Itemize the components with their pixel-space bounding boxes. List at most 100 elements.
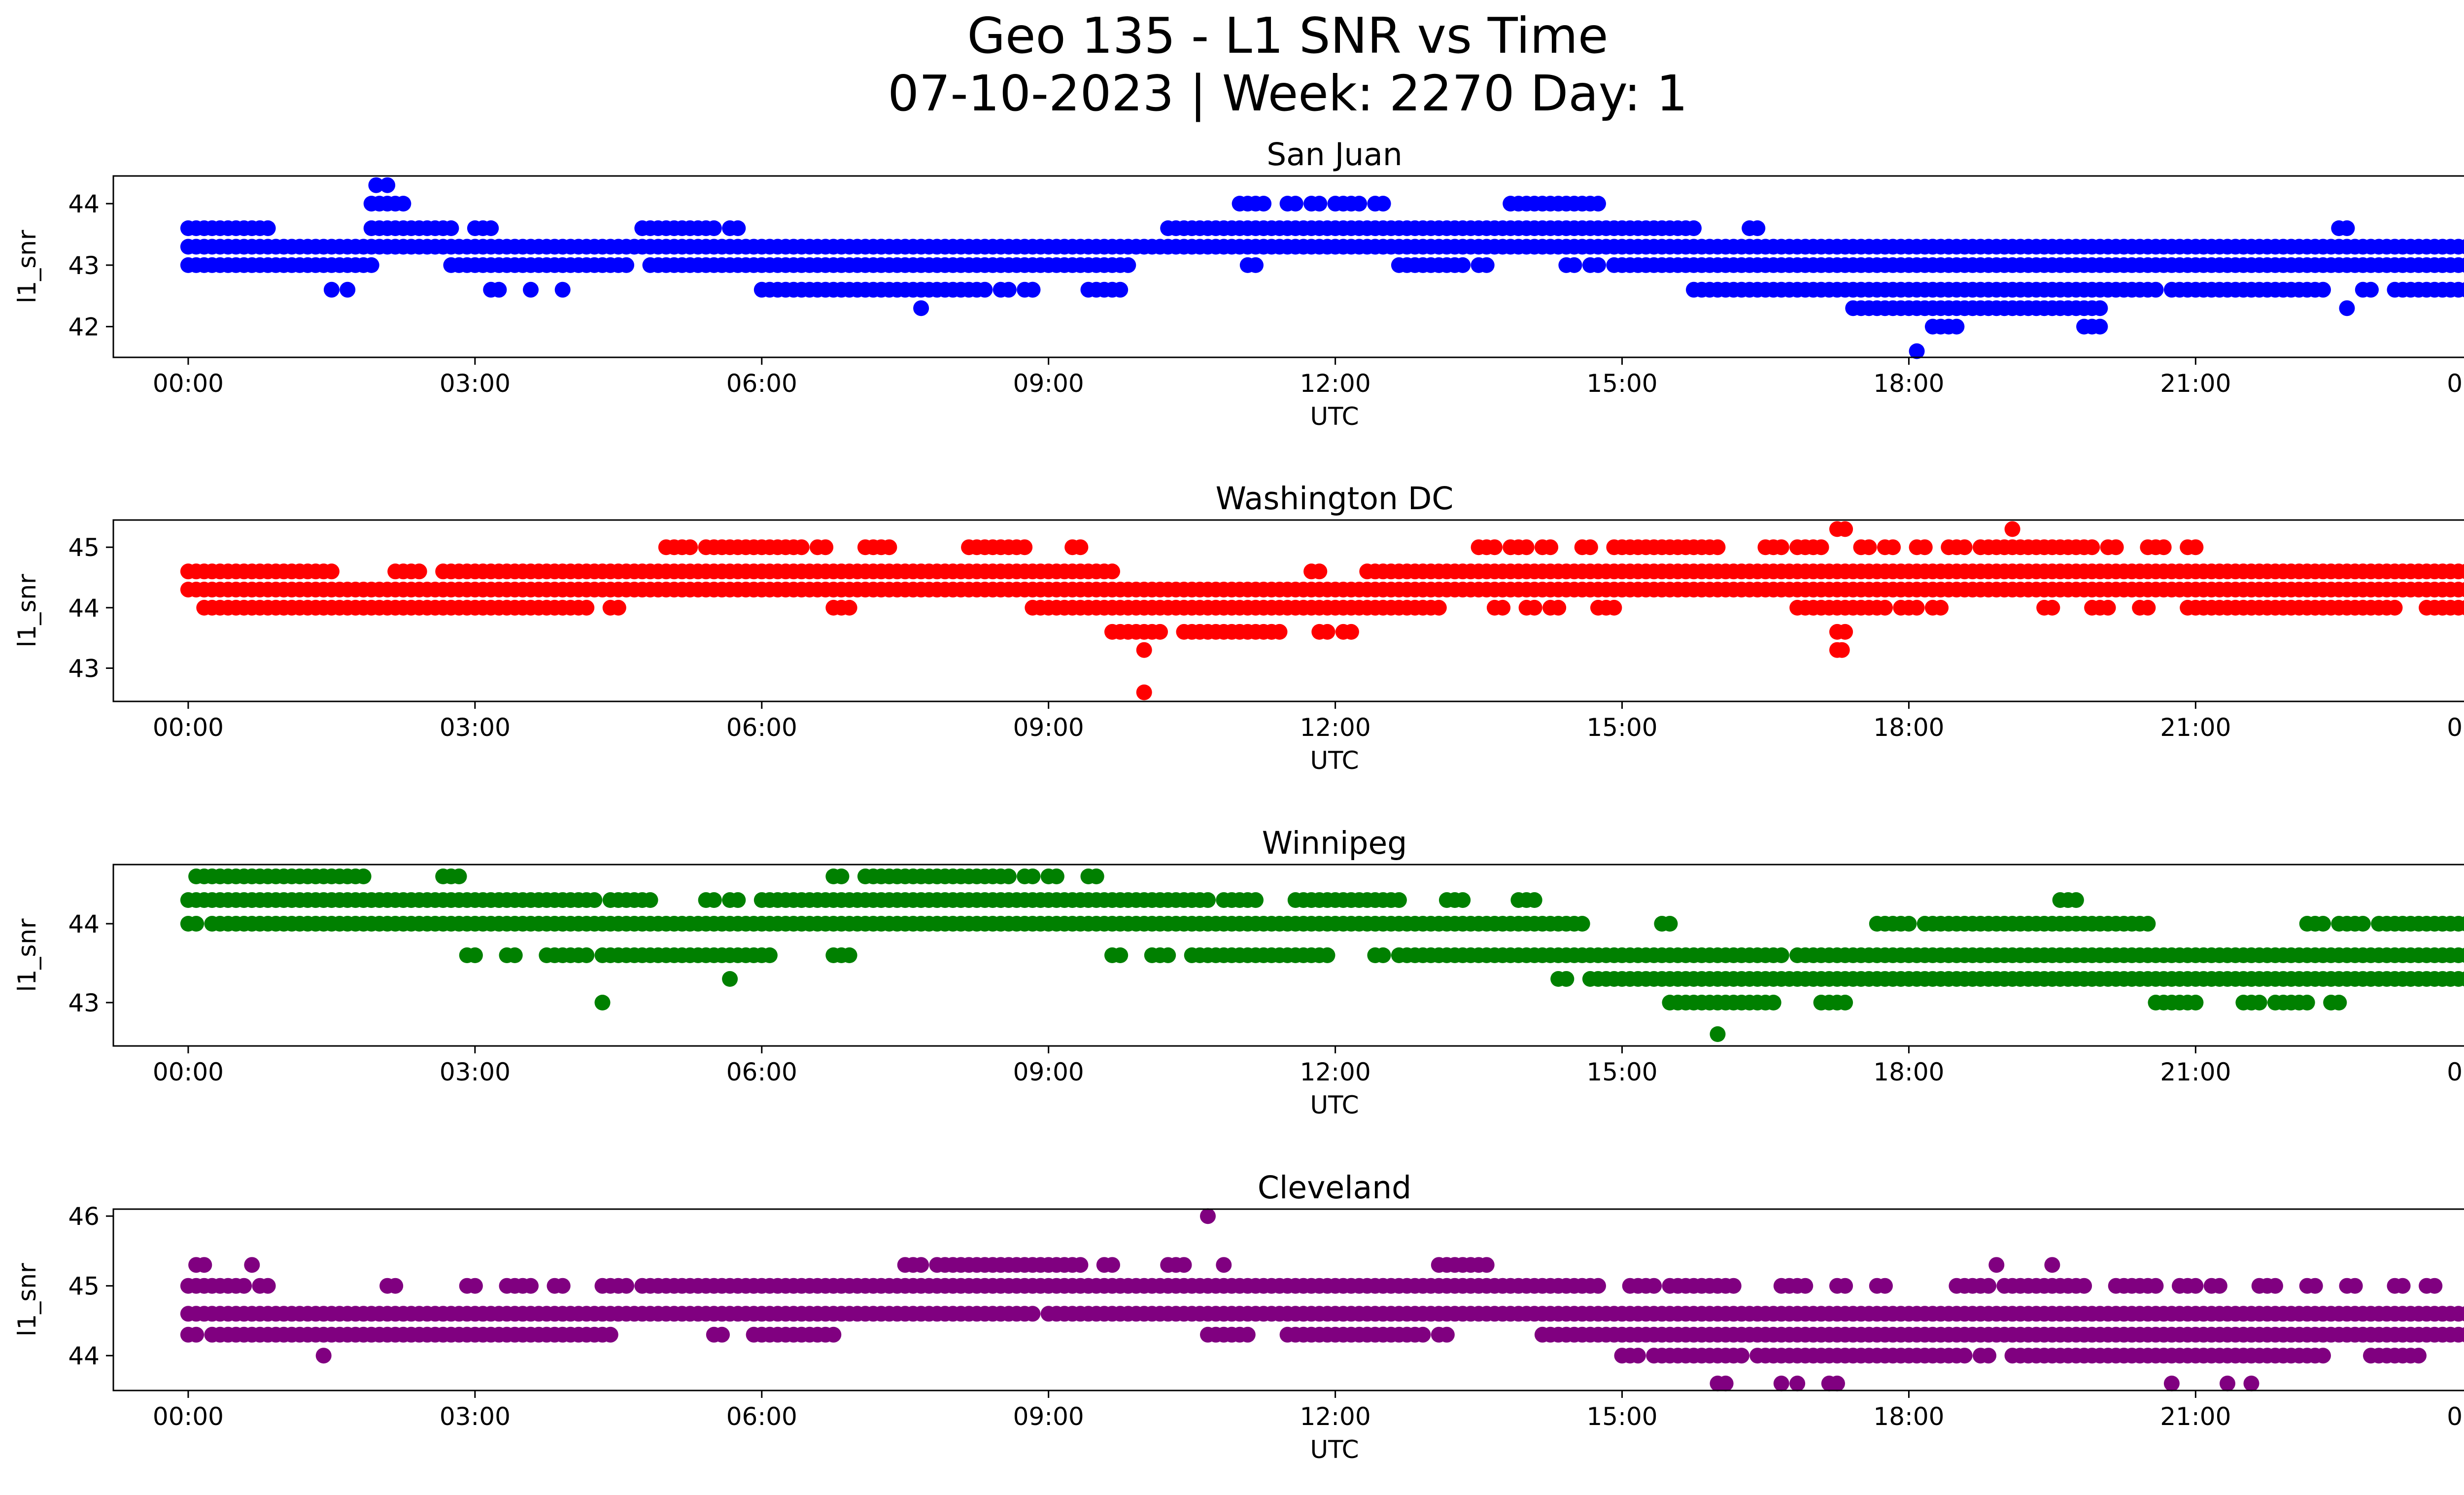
data-point — [355, 869, 372, 884]
data-point — [1590, 196, 1606, 212]
data-point — [1415, 1326, 1431, 1343]
data-point — [1136, 642, 1152, 658]
data-point — [1526, 599, 1542, 616]
data-point — [841, 599, 857, 616]
y-axis-label: l1_snr — [13, 918, 41, 992]
data-point — [841, 947, 857, 963]
scatter-series — [180, 869, 2464, 1042]
data-point — [2459, 239, 2464, 254]
data-point — [2427, 1278, 2443, 1294]
data-point — [2459, 1306, 2464, 1321]
data-point — [2347, 1278, 2363, 1294]
data-point — [260, 220, 276, 236]
data-point — [1264, 624, 1280, 640]
data-point — [2331, 995, 2347, 1010]
data-point — [1455, 892, 1471, 908]
data-point — [1829, 1375, 1845, 1391]
data-point — [1590, 1278, 1606, 1294]
data-point — [1455, 257, 1471, 273]
x-tick-label: 21:00 — [2160, 1058, 2231, 1086]
x-tick-label: 12:00 — [1300, 1402, 1371, 1431]
data-point — [2251, 995, 2267, 1010]
data-point — [761, 947, 778, 963]
data-point — [1813, 539, 1829, 556]
data-point — [1837, 521, 1853, 537]
data-point — [793, 539, 810, 556]
x-tick-label: 00:00 — [2447, 369, 2464, 398]
data-point — [1375, 196, 1391, 212]
data-point — [2084, 539, 2100, 556]
data-point — [2140, 916, 2156, 932]
data-point — [196, 1257, 212, 1273]
data-point — [722, 971, 738, 987]
data-point — [1909, 343, 1925, 359]
data-point — [1048, 869, 1064, 884]
x-tick-label: 15:00 — [1586, 1058, 1657, 1086]
data-point — [1025, 281, 1041, 298]
data-point — [1542, 539, 1559, 556]
data-point — [1749, 220, 1766, 236]
data-point — [1160, 947, 1176, 963]
data-point — [2459, 564, 2464, 579]
data-point — [913, 1257, 929, 1273]
data-point — [1000, 281, 1017, 298]
data-point — [714, 1326, 730, 1343]
data-point — [2068, 892, 2084, 908]
x-tick-label: 09:00 — [1013, 713, 1084, 742]
data-point — [818, 539, 834, 556]
data-point — [579, 947, 595, 963]
data-point — [1574, 916, 1590, 932]
data-point — [395, 196, 411, 212]
data-point — [1837, 1278, 1853, 1294]
data-point — [2092, 300, 2108, 316]
data-point — [730, 220, 746, 236]
data-point — [2315, 916, 2331, 932]
data-point — [2459, 282, 2464, 297]
data-point — [368, 177, 384, 193]
x-tick-label: 15:00 — [1586, 713, 1657, 742]
data-point — [1200, 892, 1216, 908]
data-point — [1837, 995, 1853, 1010]
x-tick-label: 00:00 — [2447, 713, 2464, 742]
y-tick-label: 44 — [68, 910, 100, 939]
data-point — [1391, 892, 1407, 908]
data-point — [523, 1278, 539, 1294]
data-point — [1582, 539, 1598, 556]
subplot-san-juan: San Juan 00:00 03:00 06:00 09:00 12:00 15:00 18… — [13, 137, 2464, 431]
data-point — [1773, 947, 1789, 963]
data-point — [483, 220, 499, 236]
x-tick-label: 00:00 — [153, 1058, 224, 1086]
data-point — [1438, 1326, 1455, 1343]
data-point — [1176, 1257, 1192, 1273]
data-point — [1956, 1348, 1973, 1364]
x-tick-label: 15:00 — [1586, 1402, 1657, 1431]
x-tick-label: 21:00 — [2160, 1402, 2231, 1431]
data-point — [1311, 196, 1328, 212]
data-point — [1478, 1257, 1495, 1273]
data-point — [1017, 539, 1033, 556]
data-point — [467, 947, 483, 963]
x-tick-label: 12:00 — [1300, 369, 1371, 398]
data-point — [1877, 1278, 1893, 1294]
data-point — [1566, 257, 1582, 273]
data-point — [2211, 1278, 2227, 1294]
data-point — [1526, 892, 1542, 908]
data-point — [2220, 1375, 2235, 1391]
data-point — [1949, 318, 1965, 335]
data-point — [1072, 539, 1089, 556]
data-point — [1885, 539, 1901, 556]
data-point — [2395, 1278, 2411, 1294]
data-point — [1152, 624, 1168, 640]
data-point — [1343, 624, 1359, 640]
data-point — [2188, 1278, 2204, 1294]
data-point — [1662, 916, 1678, 932]
data-point — [618, 257, 634, 273]
data-point — [2315, 1348, 2331, 1364]
data-point — [618, 1278, 634, 1294]
data-point — [1861, 539, 1877, 556]
data-point — [2459, 971, 2464, 987]
data-point — [1924, 239, 1941, 255]
data-point — [1797, 1278, 1814, 1294]
y-tick-label: 44 — [68, 1342, 100, 1370]
